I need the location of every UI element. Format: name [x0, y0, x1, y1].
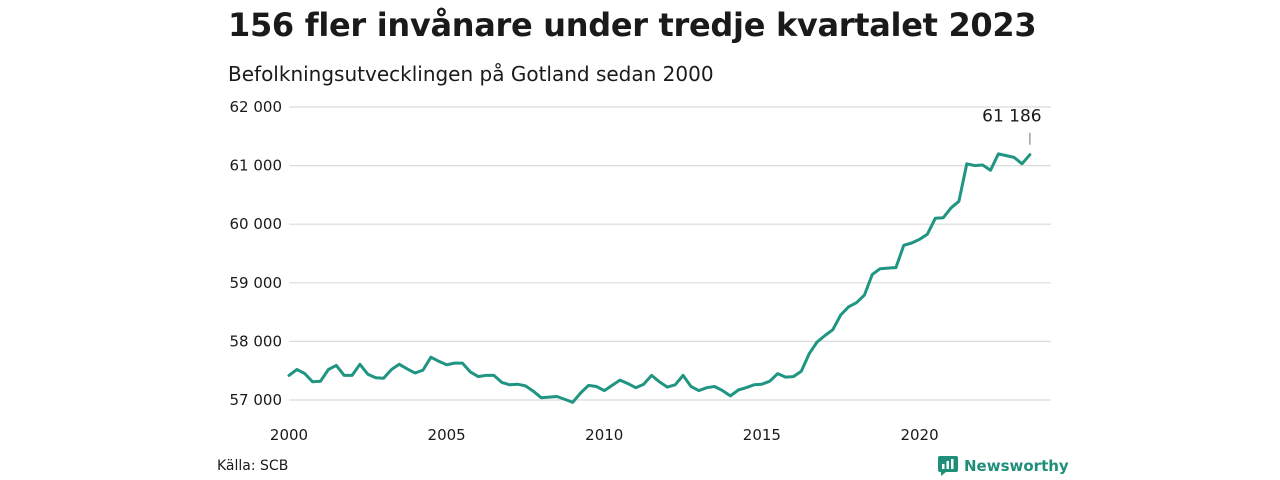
population-line [287, 152, 1032, 404]
y-tick-label: 62 000 [230, 98, 283, 116]
chart-title: 156 fler invånare under tredje kvartalet… [228, 6, 1037, 44]
y-tick-label: 57 000 [230, 391, 283, 409]
y-tick-label: 61 000 [230, 157, 283, 175]
x-tick-label: 2020 [900, 426, 938, 444]
x-tick-label: 2005 [428, 426, 466, 444]
x-tick-label: 2000 [270, 426, 308, 444]
x-tick-label: 2015 [743, 426, 781, 444]
brand-name: Newsworthy [964, 457, 1069, 475]
source-note: Källa: SCB [217, 458, 289, 474]
newsworthy-logo-icon [938, 456, 958, 476]
plot-area [287, 152, 1032, 404]
y-tick-label: 59 000 [230, 274, 283, 292]
grid-lines [289, 106, 1051, 401]
annotation: 61 186 [982, 107, 1042, 145]
x-axis-ticks: 2000 2005 2010 2015 2020 [270, 426, 939, 444]
y-tick-label: 58 000 [230, 332, 283, 350]
chart-subtitle: Befolkningsutvecklingen på Gotland sedan… [228, 62, 714, 86]
brand-logo[interactable]: Newsworthy [938, 456, 1069, 476]
y-tick-label: 60 000 [230, 215, 283, 233]
x-tick-label: 2010 [585, 426, 623, 444]
y-axis-ticks: 57 000 58 000 59 000 60 000 61 000 62 000 [230, 98, 283, 409]
annotation-label: 61 186 [982, 107, 1041, 127]
